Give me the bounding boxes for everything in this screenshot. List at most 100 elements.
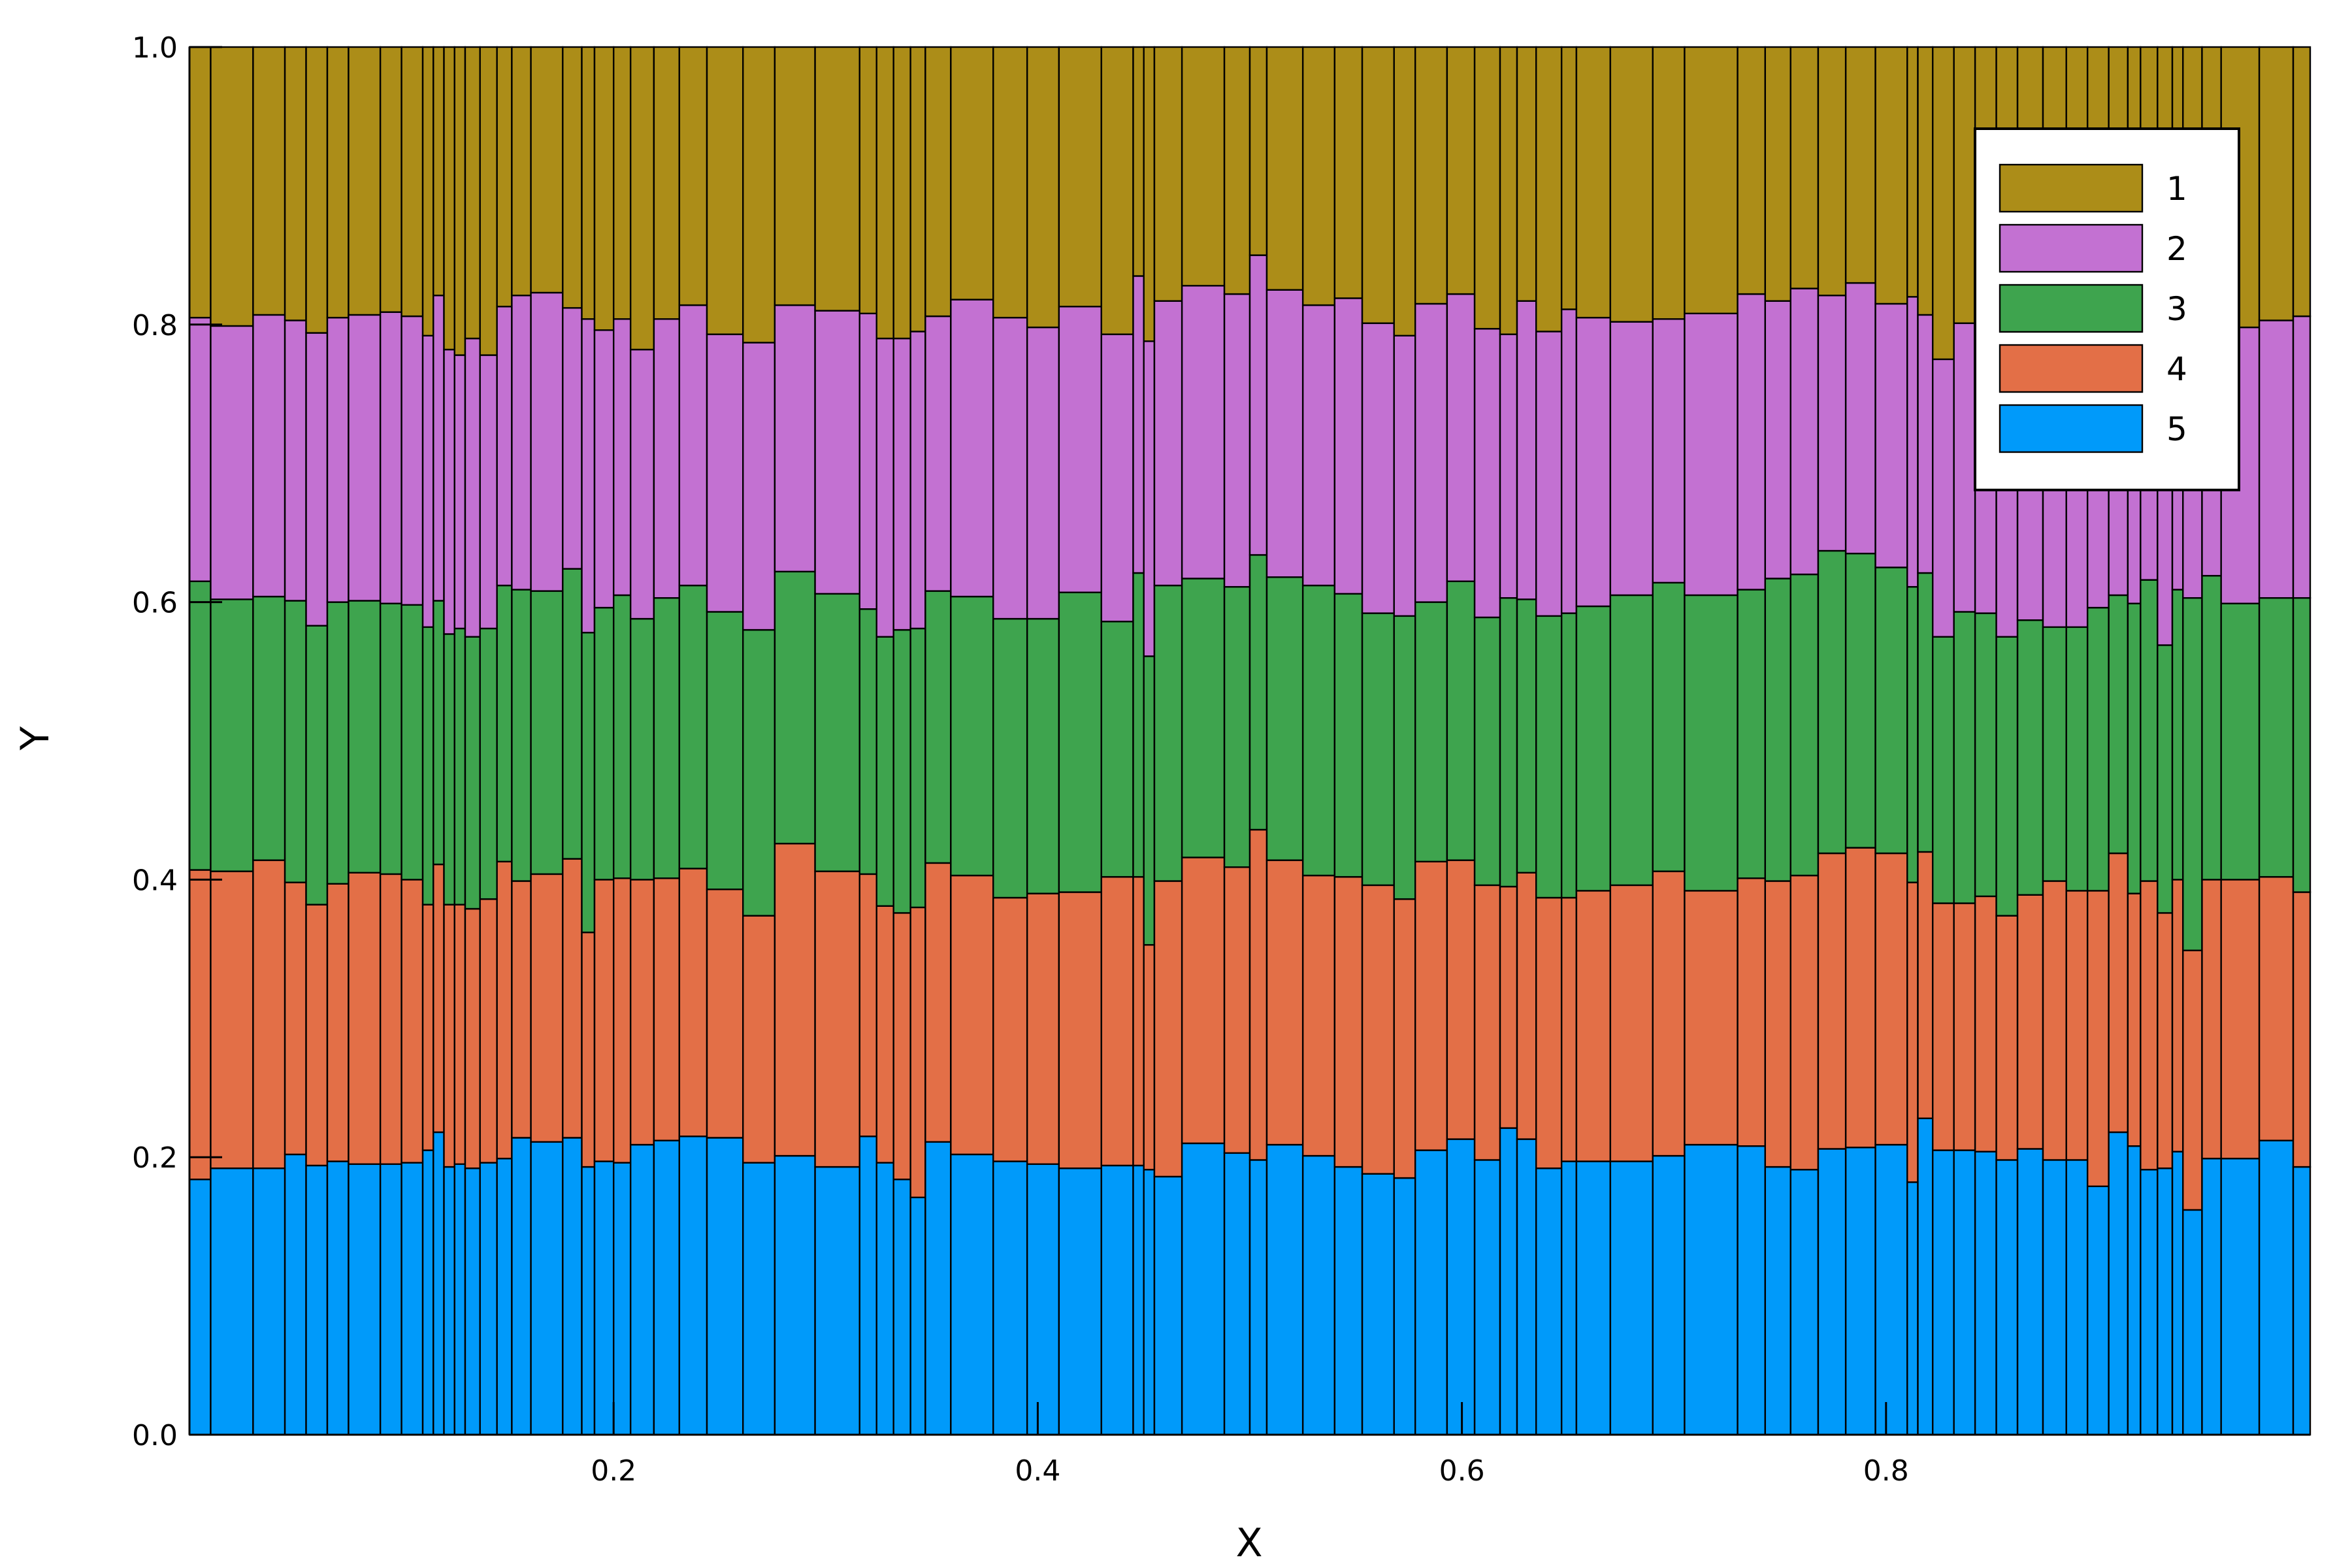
bar-segment-series-4 xyxy=(1906,881,1919,1183)
bar-segment-series-2 xyxy=(774,304,816,573)
bar-segment-series-5 xyxy=(1953,1149,1976,1436)
legend-swatch-3 xyxy=(1999,284,2144,333)
bar-segment-series-5 xyxy=(1844,1147,1876,1436)
bar-segment-series-1 xyxy=(1609,46,1654,323)
bar-segment-series-2 xyxy=(742,342,776,631)
bar-segment-series-3 xyxy=(909,627,926,909)
bar-segment-series-5 xyxy=(2157,1167,2174,1436)
bar-segment-series-3 xyxy=(1414,601,1448,862)
bar-segment-series-1 xyxy=(613,46,632,320)
bar-segment-series-5 xyxy=(1414,1149,1448,1436)
bar-segment-series-5 xyxy=(1906,1181,1919,1436)
bar-segment-series-2 xyxy=(530,291,564,592)
bar-segment-series-5 xyxy=(1917,1117,1934,1436)
bar-segment-series-5 xyxy=(2201,1158,2222,1436)
bar-segment-series-1 xyxy=(305,46,329,334)
bar-segment-series-2 xyxy=(326,316,350,603)
bar-segment-series-5 xyxy=(479,1162,498,1436)
bar-segment-series-3 xyxy=(305,625,329,906)
bar-segment-series-4 xyxy=(909,906,926,1198)
bar-segment-series-3 xyxy=(1100,621,1134,878)
bar-segment-series-3 xyxy=(562,568,583,860)
bar-segment-series-4 xyxy=(2065,890,2089,1161)
bar-segment-series-5 xyxy=(2171,1151,2184,1436)
x-axis-title: X xyxy=(1235,1520,1262,1566)
bar-segment-series-2 xyxy=(1684,312,1739,596)
bar-segment-series-2 xyxy=(653,318,681,599)
bar-segment-series-3 xyxy=(1361,612,1395,887)
bar-segment-series-5 xyxy=(1932,1149,1955,1436)
bar-segment-series-3 xyxy=(892,629,911,914)
bar-segment-series-5 xyxy=(1249,1159,1268,1436)
bar-segment-series-1 xyxy=(1223,46,1251,295)
bar-segment-series-2 xyxy=(2292,315,2311,599)
bar-segment-series-1 xyxy=(562,46,583,309)
bar-segment-series-4 xyxy=(2201,879,2222,1160)
bar-segment-series-4 xyxy=(1609,884,1654,1162)
bar-segment-series-2 xyxy=(1953,322,1976,613)
bar-segment-series-2 xyxy=(950,299,994,598)
bar-segment-series-1 xyxy=(1575,46,1612,319)
bar-segment-series-2 xyxy=(433,294,445,602)
bar-segment-series-5 xyxy=(2042,1159,2067,1436)
y-axis-title: Y xyxy=(12,726,58,751)
bar-segment-series-4 xyxy=(1414,860,1448,1151)
bar-segment-series-5 xyxy=(2140,1169,2159,1436)
bar-segment-series-3 xyxy=(593,606,615,881)
bar-segment-series-3 xyxy=(1874,566,1908,855)
bar-segment-series-1 xyxy=(1535,46,1563,333)
bar-segment-series-3 xyxy=(1560,612,1578,899)
bar-segment-series-2 xyxy=(706,333,744,613)
bar-segment-series-1 xyxy=(875,46,894,340)
bar-segment-series-5 xyxy=(2127,1145,2142,1436)
bar-segment-series-5 xyxy=(1764,1166,1791,1436)
bar-segment-series-4 xyxy=(653,877,681,1141)
bar-segment-series-4 xyxy=(1473,884,1501,1161)
bar-segment-series-2 xyxy=(562,307,583,570)
legend-label-5: 5 xyxy=(2166,410,2187,448)
bar-segment-series-4 xyxy=(814,870,860,1168)
bar-segment-series-4 xyxy=(1058,891,1102,1169)
bar-segment-series-4 xyxy=(629,879,655,1146)
bar-segment-series-1 xyxy=(1917,46,1934,316)
bar-segment-series-2 xyxy=(188,316,212,582)
bar-segment-series-3 xyxy=(1266,576,1304,861)
bar-segment-series-4 xyxy=(1266,859,1304,1146)
bar-segment-series-1 xyxy=(1393,46,1416,336)
bar-segment-series-4 xyxy=(1535,896,1563,1169)
bar-segment-series-3 xyxy=(1181,578,1226,858)
bar-segment-series-3 xyxy=(1995,636,2019,917)
bar-segment-series-4 xyxy=(992,896,1028,1162)
bar-segment-series-1 xyxy=(348,46,382,316)
bar-segment-series-4 xyxy=(252,859,286,1169)
bar-segment-series-3 xyxy=(2108,594,2129,855)
bar-segment-series-1 xyxy=(1058,46,1102,308)
bar-segment-series-2 xyxy=(909,331,926,630)
bar-segment-series-5 xyxy=(1153,1175,1183,1436)
bar-segment-series-4 xyxy=(496,860,513,1160)
bar-segment-series-5 xyxy=(1817,1148,1847,1436)
bar-segment-series-2 xyxy=(1301,304,1336,587)
bar-segment-series-4 xyxy=(581,931,596,1168)
bar-segment-series-4 xyxy=(1789,874,1820,1171)
bar-segment-series-4 xyxy=(706,889,744,1139)
bar-segment-series-4 xyxy=(1575,890,1612,1162)
bar-segment-series-4 xyxy=(2182,949,2203,1211)
bar-segment-series-2 xyxy=(1132,275,1145,574)
bar-segment-series-4 xyxy=(1153,880,1183,1178)
bar-segment-series-2 xyxy=(1874,302,1908,568)
bar-segment-series-5 xyxy=(706,1137,744,1436)
y-tick-label: 0.0 xyxy=(132,1419,178,1452)
bar-segment-series-5 xyxy=(1393,1177,1416,1436)
bar-segment-series-3 xyxy=(496,584,513,862)
bar-segment-series-4 xyxy=(1249,828,1268,1161)
bar-segment-series-1 xyxy=(284,46,307,321)
bar-segment-series-1 xyxy=(774,46,816,306)
bar-segment-series-2 xyxy=(629,348,655,620)
bar-segment-series-5 xyxy=(379,1163,402,1436)
bar-segment-series-3 xyxy=(252,595,286,861)
bar-segment-series-2 xyxy=(1917,314,1934,574)
bar-segment-series-1 xyxy=(379,46,402,313)
bar-segment-series-3 xyxy=(379,602,402,875)
